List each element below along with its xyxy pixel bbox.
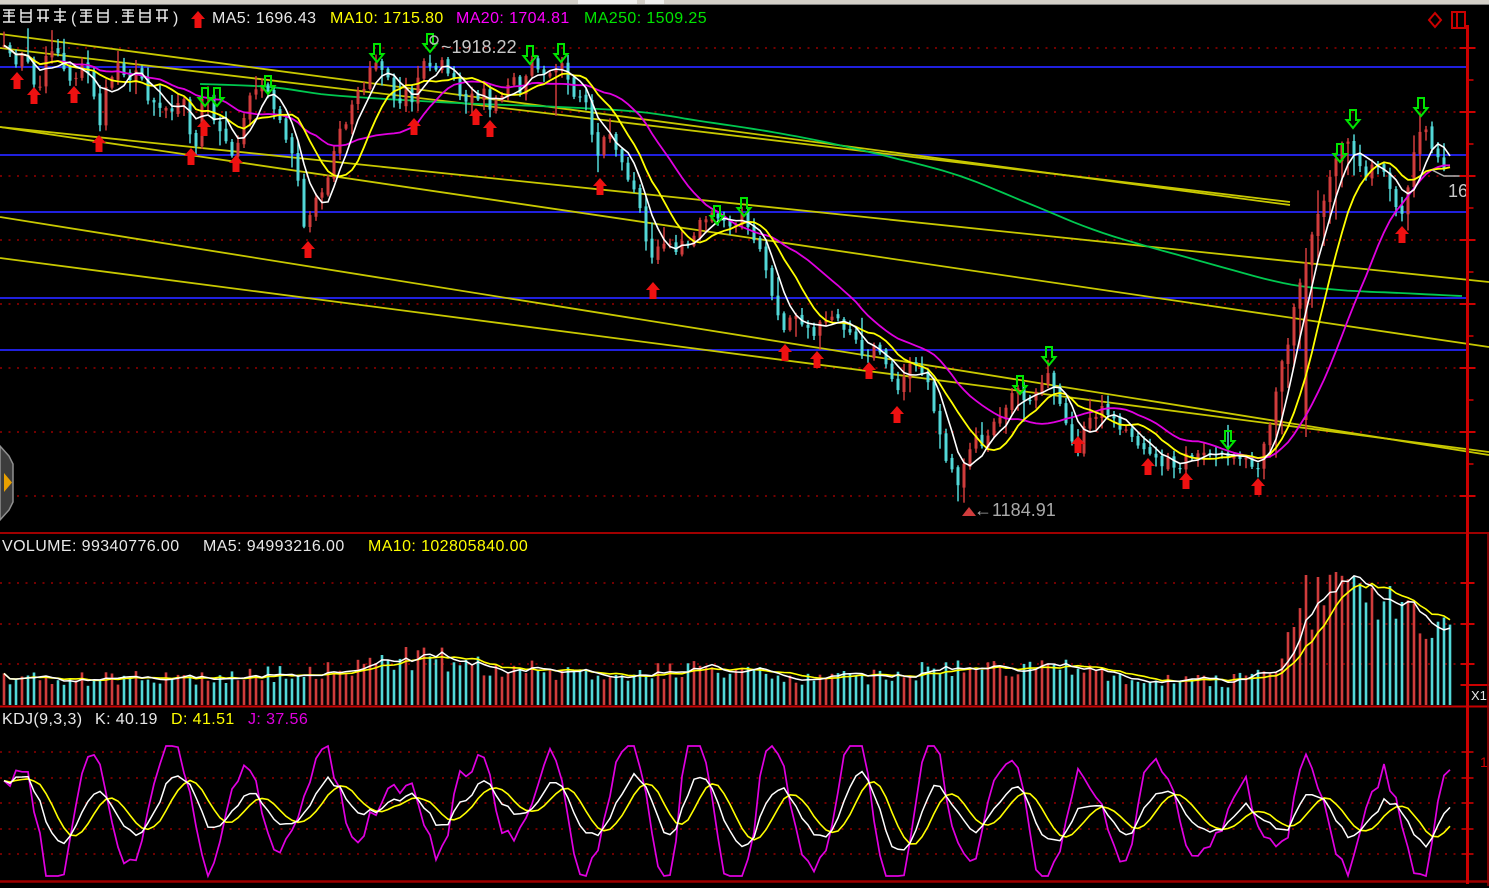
svg-text:K: 40.19: K: 40.19 <box>95 711 158 728</box>
svg-text:D: 41.51: D: 41.51 <box>171 711 235 728</box>
svg-text:(: ( <box>71 10 77 27</box>
svg-text:MA20: 1704.81: MA20: 1704.81 <box>456 10 570 27</box>
svg-text:MA5: 1696.43: MA5: 1696.43 <box>212 10 316 27</box>
svg-text:16: 16 <box>1448 181 1468 201</box>
svg-text:MA250: 1509.25: MA250: 1509.25 <box>584 10 707 27</box>
svg-text:←1184.91: ←1184.91 <box>974 500 1056 520</box>
svg-text:X1: X1 <box>1471 688 1487 703</box>
svg-text:~1918.22: ~1918.22 <box>441 37 517 57</box>
svg-text:J: 37.56: J: 37.56 <box>248 711 308 728</box>
svg-text:.: . <box>114 10 118 27</box>
svg-text:VOLUME: 99340776.00: VOLUME: 99340776.00 <box>2 538 180 555</box>
svg-text:1: 1 <box>1480 754 1488 770</box>
svg-text:MA10: 102805840.00: MA10: 102805840.00 <box>368 538 528 555</box>
svg-text:MA5: 94993216.00: MA5: 94993216.00 <box>203 538 345 555</box>
svg-text:KDJ(9,3,3): KDJ(9,3,3) <box>2 711 82 728</box>
svg-text:MA10: 1715.80: MA10: 1715.80 <box>330 10 444 27</box>
svg-text:): ) <box>173 10 178 27</box>
